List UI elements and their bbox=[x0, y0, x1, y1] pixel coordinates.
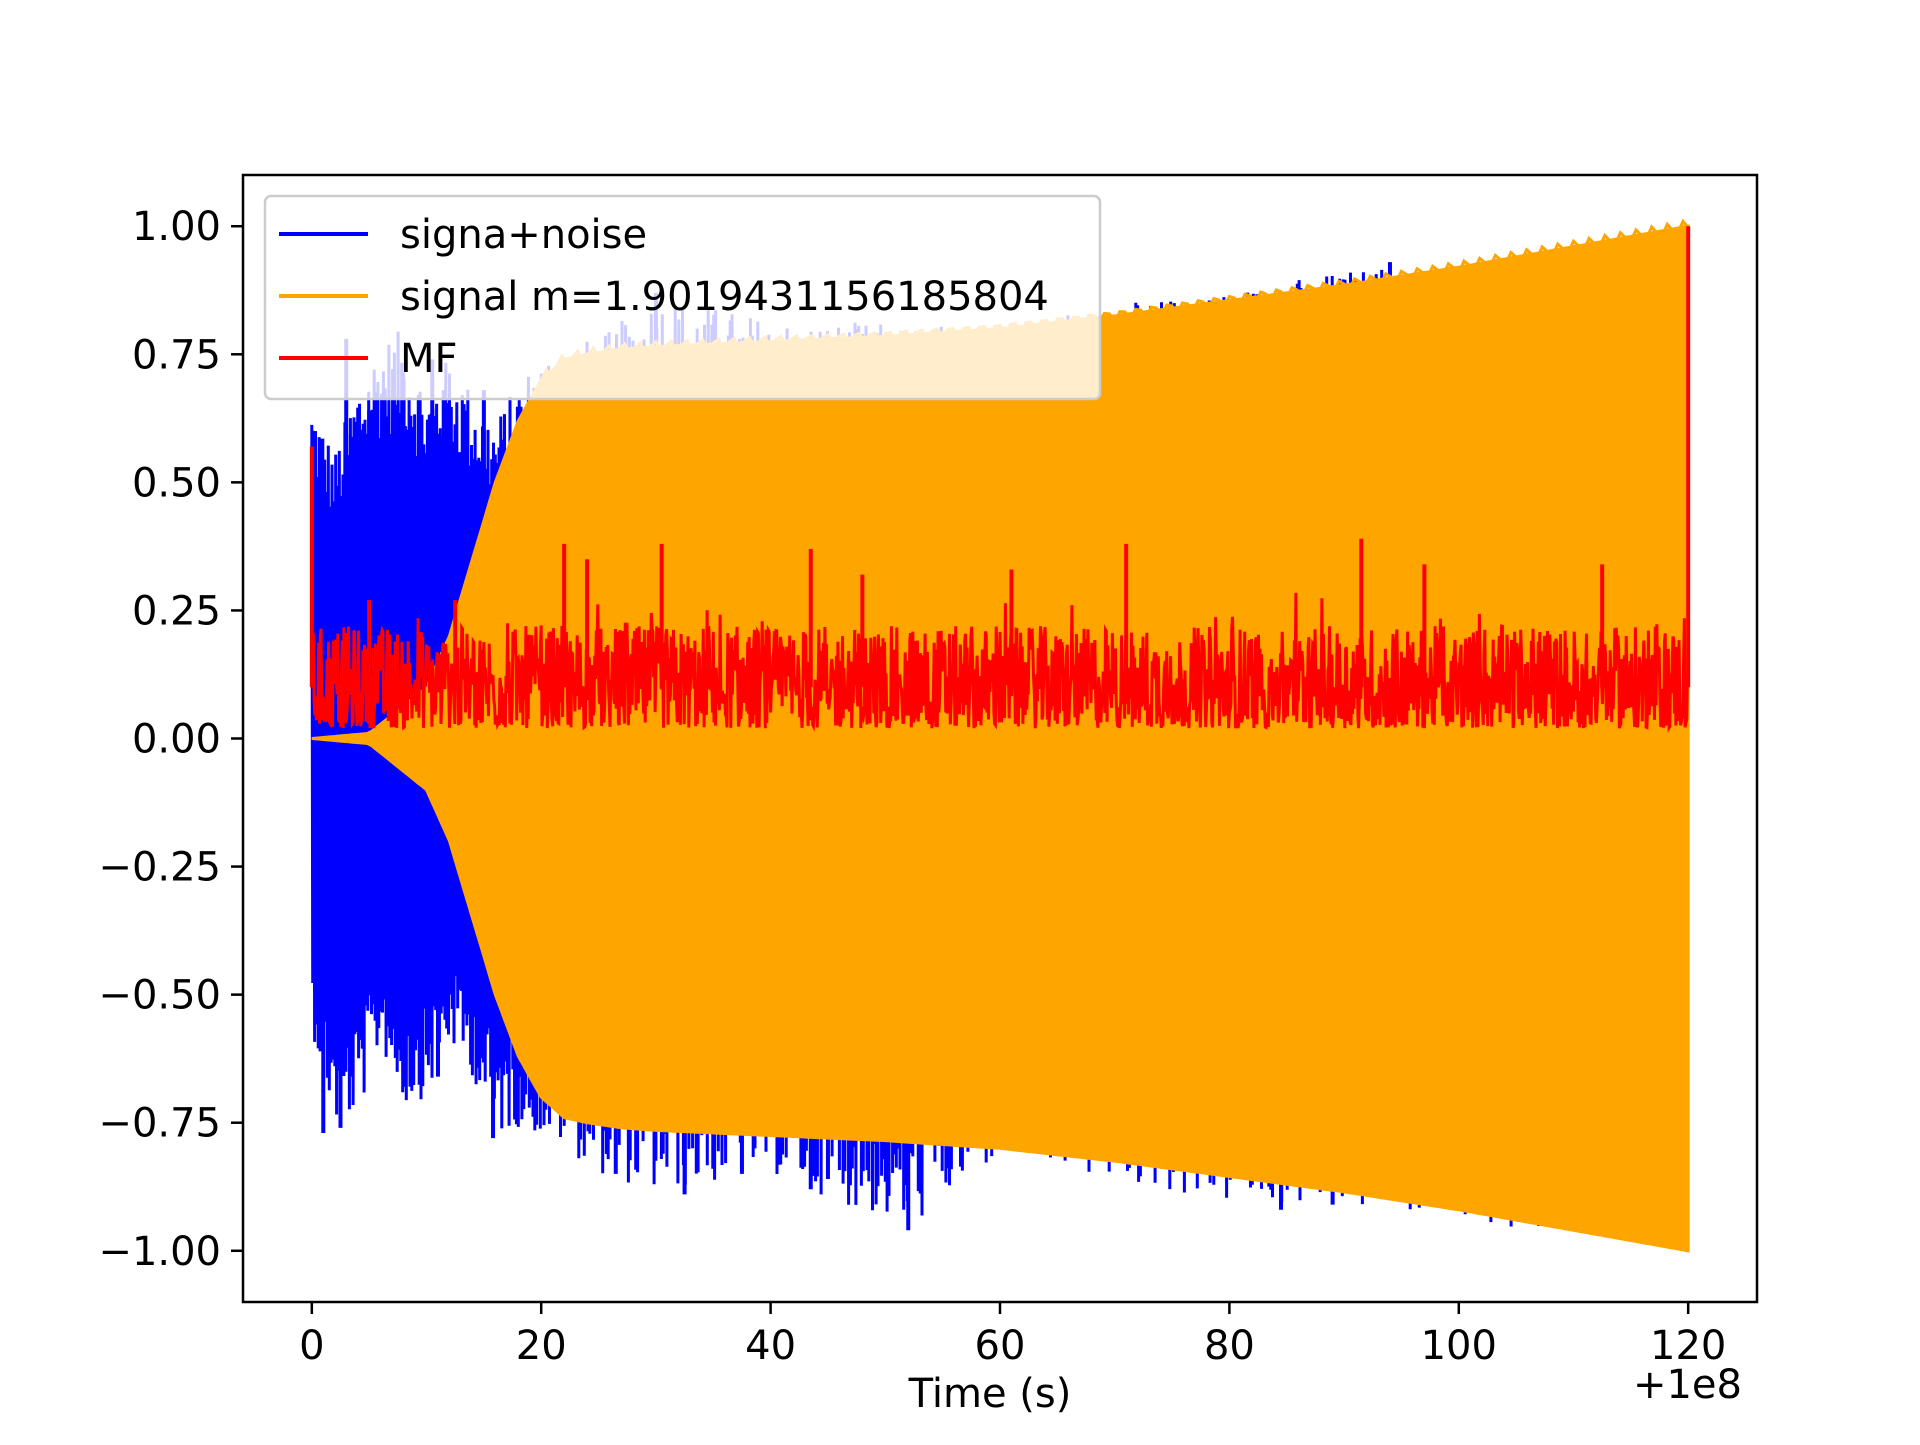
y-tick-label: −0.50 bbox=[98, 973, 221, 1019]
x-tick-label: 20 bbox=[516, 1323, 567, 1369]
x-axis-offset-label: +1e8 bbox=[1633, 1362, 1742, 1408]
y-tick-label: 0.50 bbox=[132, 460, 221, 506]
axes-layer: 0 20 40 60 80 100 120 1.00 0.75 0.50 0.25 0.00 −0.25… bbox=[98, 173, 1759, 1369]
y-tick-label: 0.75 bbox=[132, 332, 221, 378]
y-tick-label: 0.00 bbox=[132, 717, 221, 763]
legend-box bbox=[263, 194, 1102, 401]
x-tick-label: 80 bbox=[1204, 1323, 1255, 1369]
legend[interactable]: signa+noise signal m=1.9019431156185804 MF bbox=[263, 194, 1102, 401]
x-tick-label: 120 bbox=[1650, 1323, 1726, 1369]
x-tick-label: 60 bbox=[975, 1323, 1026, 1369]
y-tick-label: −1.00 bbox=[98, 1229, 221, 1275]
y-tick-label: 0.25 bbox=[132, 588, 221, 634]
legend-label: signal m=1.9019431156185804 bbox=[400, 274, 1049, 320]
y-tick-label: −0.75 bbox=[98, 1101, 221, 1147]
series-layer bbox=[309, 218, 1691, 1253]
y-tick-label: −0.25 bbox=[98, 845, 221, 891]
x-tick-label: 0 bbox=[299, 1323, 324, 1369]
series-mf-line bbox=[310, 592, 1690, 733]
x-axis-label: Time (s) bbox=[908, 1371, 1072, 1417]
legend-label: MF bbox=[400, 336, 458, 382]
x-tick-label: 40 bbox=[745, 1323, 796, 1369]
x-tick-label: 100 bbox=[1421, 1323, 1497, 1369]
y-tick-label: 1.00 bbox=[132, 204, 221, 250]
legend-label: signa+noise bbox=[400, 212, 647, 258]
